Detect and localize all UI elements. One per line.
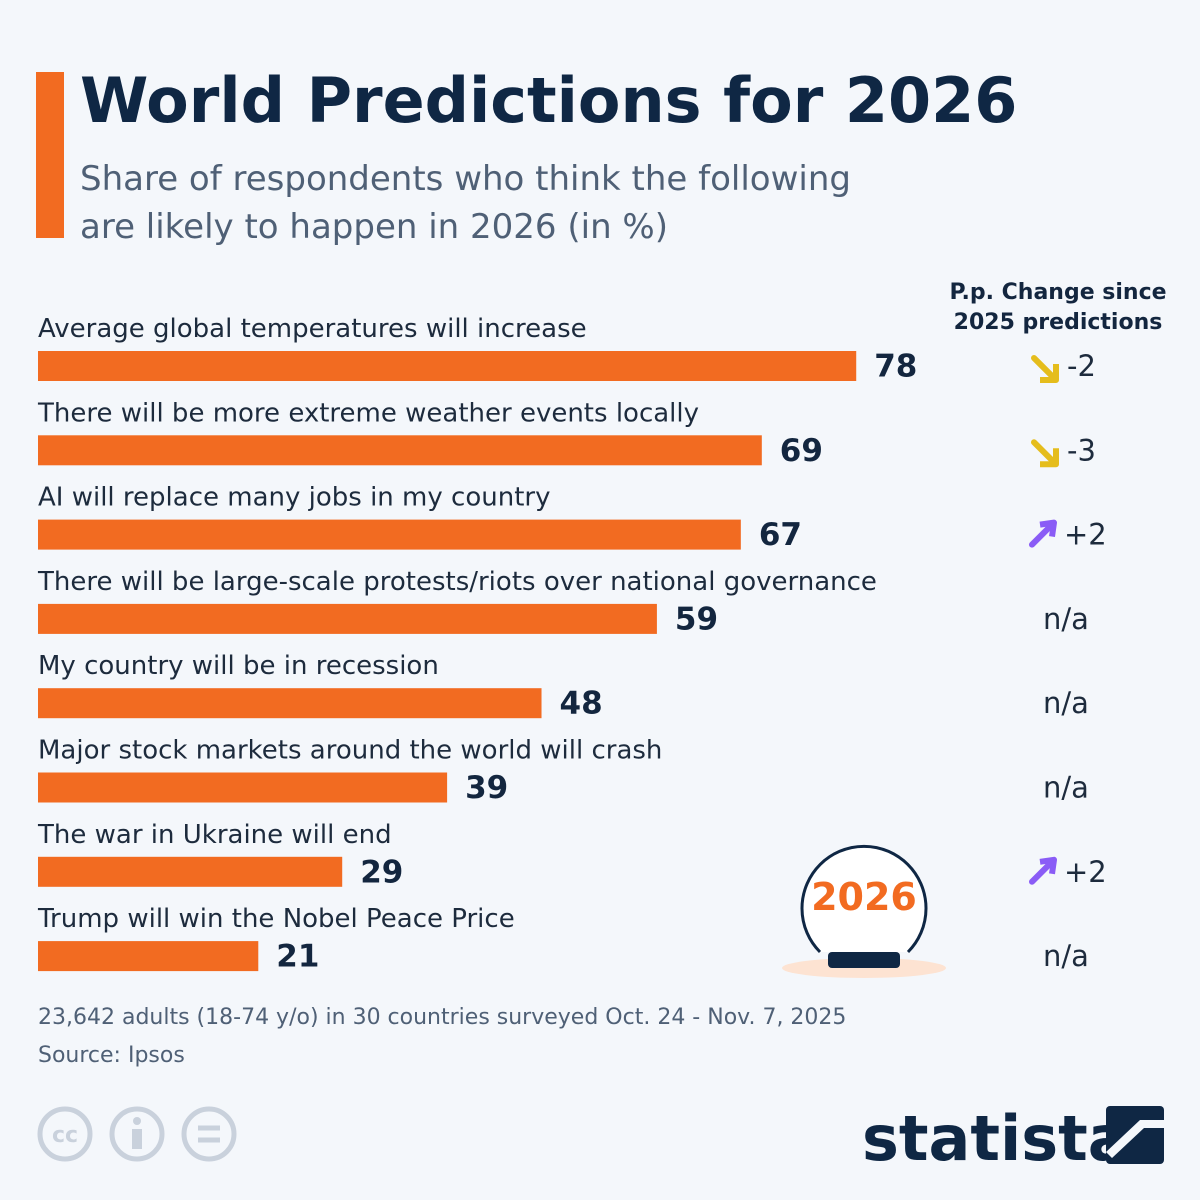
value-label: 29	[360, 854, 403, 890]
ball-label: 2026	[811, 875, 917, 919]
subtitle-line: are likely to happen in 2026 (in %)	[80, 207, 668, 247]
change-arrowhead	[1039, 856, 1057, 875]
category-label: Trump will win the Nobel Peace Price	[37, 904, 515, 934]
value-label: 69	[780, 433, 823, 469]
bar	[38, 603, 657, 634]
column-header: 2025 predictions	[954, 310, 1163, 335]
change-arrow	[1029, 860, 1053, 885]
change-label: +2	[1064, 855, 1107, 889]
logo-mark-stripe	[1106, 1120, 1164, 1158]
chart-title: World Predictions for 2026	[80, 64, 1017, 137]
category-label: Major stock markets around the world wil…	[38, 736, 662, 766]
note: 23,642 adults (18-74 y/o) in 30 countrie…	[38, 1005, 846, 1030]
crystal-ball: 2026	[782, 844, 946, 978]
value-label: 59	[675, 601, 718, 637]
license-icons: cc	[37, 1106, 237, 1162]
by-icon-head	[133, 1117, 141, 1125]
change-label: -2	[1067, 349, 1096, 383]
change-arrowhead	[1040, 448, 1059, 468]
ball-base	[828, 952, 900, 968]
value-label: 39	[465, 770, 508, 806]
change-label: +2	[1064, 518, 1107, 552]
column-header: P.p. Change since	[949, 280, 1166, 305]
logo-text: statista	[862, 1102, 1130, 1175]
accent-bar	[36, 72, 64, 238]
change-label: n/a	[1043, 602, 1089, 636]
bar	[38, 856, 343, 887]
cc-icon-label: cc	[52, 1123, 78, 1148]
subtitle-line: Share of respondents who think the follo…	[80, 159, 851, 199]
change-label: -3	[1067, 433, 1096, 467]
change-arrow	[1031, 439, 1055, 464]
by-icon-body	[132, 1129, 142, 1149]
nd-icon	[181, 1106, 237, 1162]
change-arrow	[1031, 355, 1055, 379]
category-label: The war in Ukraine will end	[37, 820, 392, 850]
category-label: AI will replace many jobs in my country	[38, 483, 550, 513]
by-icon	[109, 1106, 165, 1162]
cc-icon	[37, 1106, 93, 1162]
category-label: There will be more extreme weather event…	[37, 398, 699, 428]
change-label: n/a	[1043, 686, 1089, 720]
value-label: 67	[759, 517, 802, 553]
bar	[38, 941, 259, 972]
ball	[800, 844, 928, 954]
source: Source: Ipsos	[38, 1043, 185, 1068]
change-arrow	[1029, 523, 1053, 548]
bar	[38, 435, 762, 466]
change-arrowhead	[1039, 519, 1057, 538]
statista-logo: statista	[862, 1102, 1164, 1175]
bar	[38, 772, 448, 803]
bar	[38, 519, 741, 550]
value-label: 48	[560, 686, 603, 722]
category-label: There will be large-scale protests/riots…	[37, 567, 877, 597]
change-label: n/a	[1043, 939, 1089, 973]
category-label: Average global temperatures will increas…	[38, 314, 587, 344]
category-label: My country will be in recession	[38, 651, 439, 681]
bar	[38, 351, 857, 381]
change-arrowhead	[1040, 364, 1059, 383]
value-label: 21	[276, 939, 319, 975]
change-label: n/a	[1043, 771, 1089, 805]
value-label: 78	[874, 349, 917, 385]
bar	[38, 688, 542, 719]
